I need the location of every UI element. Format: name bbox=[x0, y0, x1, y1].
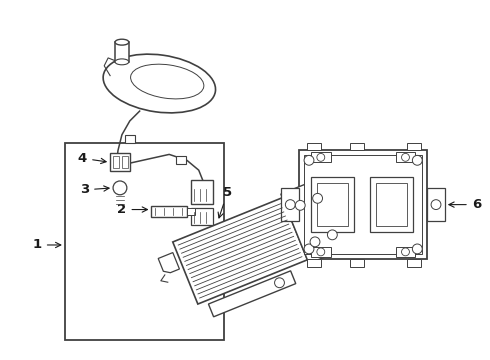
Bar bbox=[408, 259, 421, 267]
Bar bbox=[125, 135, 135, 143]
Bar bbox=[115, 42, 129, 62]
Bar bbox=[191, 208, 213, 225]
Bar bbox=[187, 208, 195, 215]
Circle shape bbox=[317, 153, 325, 161]
Bar bbox=[376, 183, 408, 226]
Text: 5: 5 bbox=[218, 186, 232, 218]
Bar bbox=[281, 188, 299, 221]
Bar bbox=[317, 183, 348, 226]
Ellipse shape bbox=[115, 39, 129, 45]
Bar bbox=[176, 156, 186, 164]
Bar bbox=[304, 156, 422, 254]
Polygon shape bbox=[208, 271, 296, 317]
Circle shape bbox=[274, 278, 284, 288]
Circle shape bbox=[113, 181, 127, 195]
Bar bbox=[65, 143, 224, 339]
Circle shape bbox=[413, 156, 422, 165]
Circle shape bbox=[304, 244, 314, 254]
Bar bbox=[395, 152, 416, 162]
Circle shape bbox=[285, 200, 295, 210]
Bar bbox=[151, 206, 187, 217]
Text: 3: 3 bbox=[80, 183, 109, 196]
Bar bbox=[307, 143, 321, 150]
Circle shape bbox=[327, 230, 337, 240]
Ellipse shape bbox=[115, 59, 129, 65]
Circle shape bbox=[413, 244, 422, 254]
Circle shape bbox=[295, 201, 305, 210]
Circle shape bbox=[431, 200, 441, 210]
Polygon shape bbox=[281, 184, 335, 264]
Bar bbox=[370, 177, 414, 232]
Text: 1: 1 bbox=[33, 238, 61, 252]
Polygon shape bbox=[310, 189, 325, 207]
Circle shape bbox=[310, 237, 320, 247]
Polygon shape bbox=[158, 253, 179, 273]
Text: 4: 4 bbox=[78, 152, 106, 165]
Bar bbox=[113, 156, 119, 168]
Bar bbox=[350, 143, 364, 150]
Bar bbox=[427, 188, 445, 221]
Bar bbox=[350, 259, 364, 267]
Bar bbox=[311, 177, 354, 232]
Bar bbox=[311, 152, 331, 162]
Text: 2: 2 bbox=[118, 203, 147, 216]
Ellipse shape bbox=[103, 54, 216, 113]
Bar bbox=[122, 156, 128, 168]
Bar bbox=[307, 259, 321, 267]
Circle shape bbox=[317, 248, 325, 256]
Polygon shape bbox=[173, 198, 307, 304]
Bar bbox=[395, 247, 416, 257]
Circle shape bbox=[313, 193, 322, 203]
Bar bbox=[299, 150, 427, 259]
Circle shape bbox=[401, 153, 410, 161]
Text: 6: 6 bbox=[449, 198, 481, 211]
Circle shape bbox=[401, 248, 410, 256]
Bar bbox=[110, 153, 130, 171]
Circle shape bbox=[304, 156, 314, 165]
Bar bbox=[408, 143, 421, 150]
Ellipse shape bbox=[130, 64, 204, 99]
Bar bbox=[311, 247, 331, 257]
Bar bbox=[191, 180, 213, 204]
Polygon shape bbox=[325, 226, 340, 244]
